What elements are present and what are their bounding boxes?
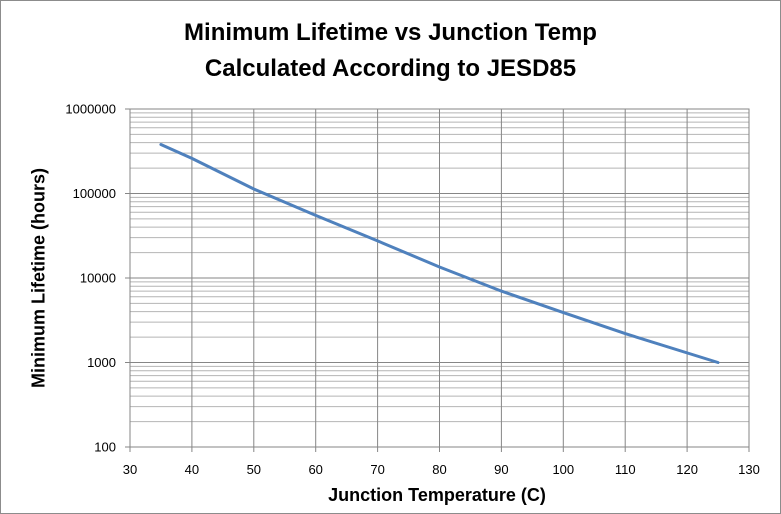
chart-title-line-1: Minimum Lifetime vs Junction Temp [184, 19, 597, 46]
y-tick-label: 1000000 [65, 102, 116, 117]
x-tick-label: 70 [370, 462, 384, 477]
y-tick-label: 100000 [73, 186, 116, 201]
x-tick-label: 100 [552, 462, 574, 477]
x-tick-label: 60 [308, 462, 322, 477]
y-tick-label: 10000 [80, 271, 116, 286]
x-tick-label: 110 [615, 462, 636, 477]
chart-title: Minimum Lifetime vs Junction Temp Calcul… [1, 15, 780, 87]
series-group [159, 143, 720, 364]
y-tick-label: 1000 [87, 355, 116, 370]
y-tick-label: 100 [94, 440, 116, 455]
x-tick-label: 90 [494, 462, 508, 477]
x-axis-label: Junction Temperature (C) [328, 485, 546, 505]
x-tick-label: 30 [123, 462, 137, 477]
x-tick-label: 120 [676, 462, 698, 477]
gridlines [129, 108, 750, 448]
x-tick-label: 130 [738, 462, 760, 477]
series-line [159, 143, 720, 364]
x-tick-label: 80 [432, 462, 446, 477]
x-tick-label: 50 [247, 462, 261, 477]
y-axis-ticks: 100 1000 10000 100000 1000000 [65, 102, 130, 455]
x-axis-ticks: 30 40 50 60 70 80 90 100 110 120 130 [123, 447, 760, 477]
chart-title-line-2: Calculated According to JESD85 [204, 55, 577, 82]
y-axis-label: Minimum Lifetime (hours) [28, 168, 49, 388]
x-tick-label: 40 [185, 462, 199, 477]
